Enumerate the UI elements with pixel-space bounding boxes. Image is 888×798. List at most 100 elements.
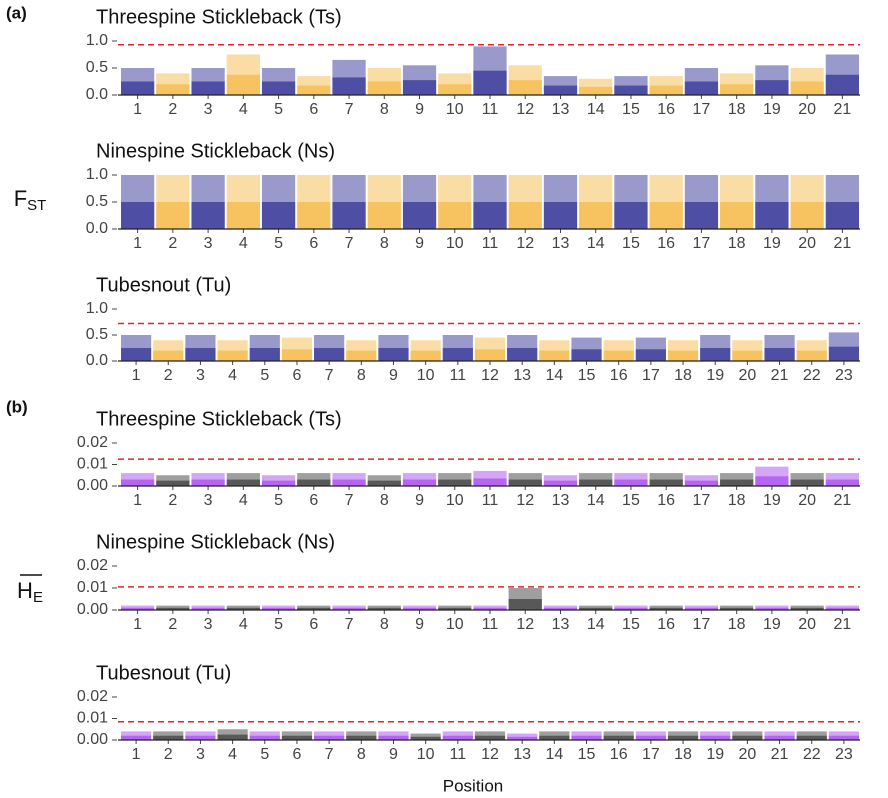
chromosome-core bbox=[507, 348, 538, 361]
y-tick-label: 0.5 bbox=[86, 59, 108, 76]
chromosome-core bbox=[402, 607, 437, 610]
chromosome-core bbox=[281, 735, 313, 740]
x-tick-label: 7 bbox=[345, 492, 354, 509]
x-tick-label: 13 bbox=[513, 746, 531, 763]
y-tick-label: 0.02 bbox=[77, 688, 108, 705]
chromosome-core bbox=[603, 735, 634, 740]
chromosome-core bbox=[121, 607, 155, 610]
chromosome-core bbox=[579, 86, 613, 95]
chromosome-core bbox=[507, 736, 538, 740]
chromosome-core bbox=[297, 479, 331, 486]
x-tick-label: 8 bbox=[380, 235, 389, 252]
chromosome-core bbox=[684, 607, 719, 610]
x-tick-label: 10 bbox=[417, 367, 435, 384]
chromosome-core bbox=[614, 607, 648, 610]
chromosome-core bbox=[402, 479, 437, 486]
y-tick-label: 0.02 bbox=[77, 557, 108, 574]
x-tick-label: 4 bbox=[239, 235, 248, 252]
x-tick-label: 2 bbox=[164, 746, 173, 763]
chromosome-core bbox=[367, 202, 401, 229]
chromosome-core bbox=[764, 735, 795, 740]
chromosome-core bbox=[402, 202, 437, 229]
chromosome-core bbox=[473, 478, 507, 486]
chromosome-core bbox=[185, 735, 216, 740]
x-tick-label: 10 bbox=[446, 616, 464, 633]
chromosome-core bbox=[790, 607, 824, 610]
x-tick-label: 6 bbox=[309, 616, 318, 633]
x-tick-label: 16 bbox=[610, 367, 628, 384]
chromosome-core bbox=[508, 202, 542, 229]
chromosome-core bbox=[732, 350, 763, 361]
chart-title: Tubesnout (Tu) bbox=[96, 662, 231, 684]
chromosome-core bbox=[635, 349, 666, 361]
chromosome-core bbox=[720, 479, 754, 486]
x-tick-label: 4 bbox=[228, 746, 237, 763]
y-tick-label: 0.02 bbox=[77, 434, 108, 451]
chromosome-core bbox=[261, 480, 296, 486]
x-tick-label: 7 bbox=[325, 746, 334, 763]
chromosome-core bbox=[667, 350, 699, 361]
chromosome-core bbox=[720, 607, 754, 610]
x-tick-label: 3 bbox=[204, 235, 213, 252]
x-tick-label: 16 bbox=[610, 746, 628, 763]
x-tick-label: 4 bbox=[228, 367, 237, 384]
chromosome-core bbox=[649, 607, 683, 610]
x-tick-label: 9 bbox=[415, 235, 424, 252]
chromosome-core bbox=[796, 350, 827, 361]
x-tick-label: 23 bbox=[835, 367, 853, 384]
x-tick-label: 21 bbox=[833, 101, 851, 118]
y-tick-label: 0.01 bbox=[77, 456, 108, 473]
x-tick-label: 11 bbox=[450, 746, 467, 763]
x-tick-label: 12 bbox=[516, 492, 534, 509]
x-tick-label: 21 bbox=[771, 367, 789, 384]
x-tick-label: 15 bbox=[578, 746, 596, 763]
y-tick-label: 0.0 bbox=[86, 220, 108, 237]
chromosome-core bbox=[156, 202, 190, 229]
x-tick-label: 19 bbox=[763, 616, 781, 633]
chromosome-core bbox=[508, 479, 542, 486]
chromosome-core bbox=[346, 735, 377, 740]
chromosome-core bbox=[700, 735, 731, 740]
chromosome-core bbox=[121, 479, 155, 486]
x-tick-label: 4 bbox=[239, 616, 248, 633]
chromosome-core bbox=[226, 607, 260, 610]
chromosome-core bbox=[755, 80, 789, 95]
x-tick-label: 14 bbox=[545, 367, 563, 384]
x-tick-label: 22 bbox=[803, 746, 821, 763]
chromosome-core bbox=[226, 202, 260, 229]
x-tick-label: 14 bbox=[587, 235, 605, 252]
chromosome-core bbox=[579, 479, 613, 486]
x-tick-label: 18 bbox=[674, 367, 692, 384]
chromosome-core bbox=[332, 607, 366, 610]
chromosome-core bbox=[614, 479, 648, 486]
x-tick-label: 18 bbox=[728, 616, 746, 633]
x-tick-label: 20 bbox=[798, 101, 816, 118]
x-tick-label: 2 bbox=[168, 235, 177, 252]
y-tick-label: 1.0 bbox=[86, 300, 108, 317]
chromosome-core bbox=[156, 607, 190, 610]
x-tick-label: 6 bbox=[309, 492, 318, 509]
x-tick-label: 8 bbox=[357, 746, 366, 763]
chart-title: Ninespine Stickleback (Ns) bbox=[96, 140, 335, 162]
chromosome-core bbox=[790, 202, 824, 229]
chromosome-core bbox=[614, 202, 648, 229]
y-tick-label: 0.00 bbox=[77, 601, 108, 618]
x-tick-label: 9 bbox=[389, 367, 398, 384]
chromosome-core bbox=[579, 607, 613, 610]
chromosome-core bbox=[603, 350, 634, 361]
x-tick-label: 5 bbox=[260, 746, 269, 763]
x-tick-label: 3 bbox=[204, 616, 213, 633]
chromosome-core bbox=[249, 348, 280, 361]
x-tick-label: 13 bbox=[552, 101, 570, 118]
x-tick-label: 19 bbox=[763, 101, 781, 118]
x-tick-label: 15 bbox=[622, 235, 640, 252]
x-tick-label: 18 bbox=[728, 101, 746, 118]
x-tick-label: 15 bbox=[622, 101, 640, 118]
x-tick-label: 19 bbox=[763, 492, 781, 509]
chromosome-core bbox=[539, 735, 570, 740]
chromosome-core bbox=[438, 84, 472, 95]
chromosome-core bbox=[539, 350, 570, 361]
chromosome-core bbox=[473, 607, 507, 610]
x-tick-label: 21 bbox=[833, 492, 851, 509]
